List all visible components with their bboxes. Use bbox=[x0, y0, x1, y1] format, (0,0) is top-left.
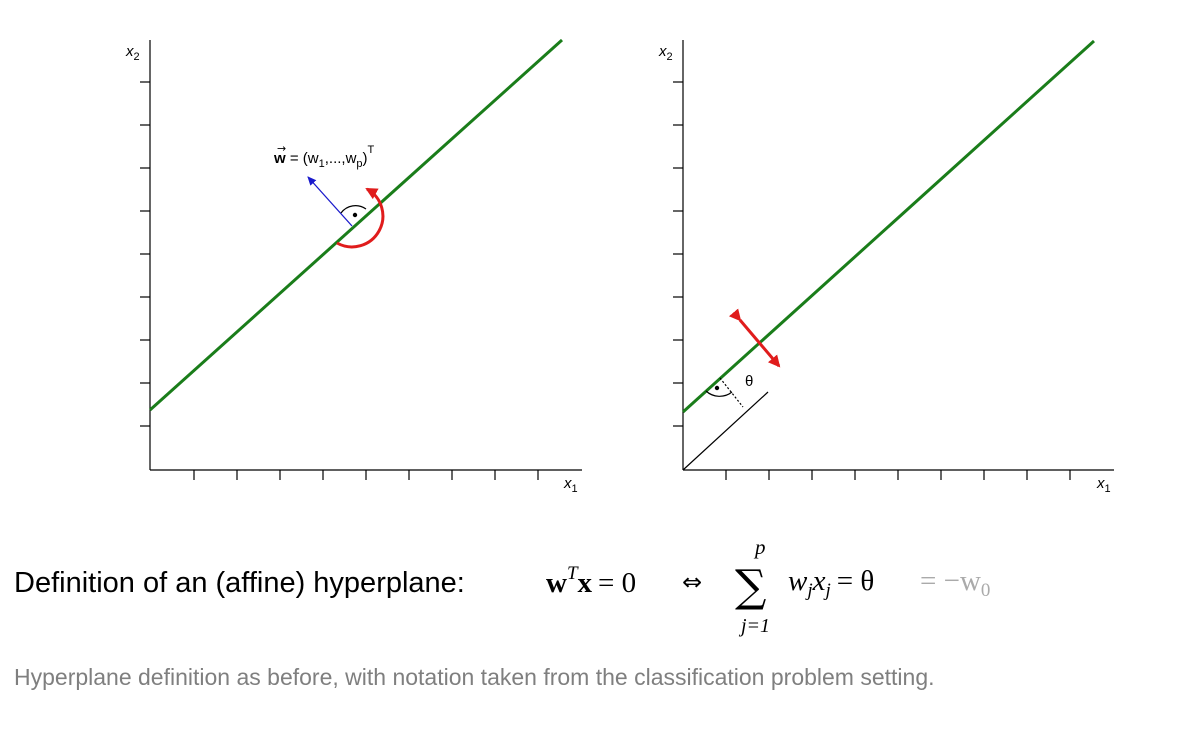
formula-wTx: wTx = 0 bbox=[546, 563, 636, 599]
left-y-ticks bbox=[140, 81, 150, 427]
vector-arrow-accent: → bbox=[277, 142, 286, 155]
sum-upper-limit: p bbox=[753, 535, 766, 559]
left-y-axis-label: x2 bbox=[125, 43, 140, 63]
left-x-ticks bbox=[193, 470, 539, 480]
formula-faded-w0: = −w0 bbox=[920, 565, 990, 601]
right-hyperplane-line bbox=[681, 39, 1096, 414]
left-panel: x2 x1 w = (w1,...,wp)T → bbox=[125, 38, 582, 495]
formula-wjxj: wjxj = θ bbox=[788, 565, 874, 601]
right-axes bbox=[682, 40, 1114, 471]
theta-label: θ bbox=[745, 373, 753, 390]
left-axes bbox=[149, 40, 582, 471]
left-x-axis-label: x1 bbox=[563, 475, 578, 495]
sum-lower-limit: j=1 bbox=[738, 615, 770, 637]
right-angle-dot bbox=[714, 385, 720, 391]
right-angle-arc bbox=[705, 390, 733, 397]
left-right-angle-arc bbox=[340, 205, 367, 214]
left-hyperplane-line bbox=[148, 38, 564, 412]
left-right-angle-dot bbox=[352, 212, 358, 218]
formula-iff: ⇔ bbox=[682, 568, 702, 596]
right-y-axis-label: x2 bbox=[658, 43, 673, 63]
origin-perpendicular-line bbox=[682, 391, 769, 471]
normal-vector-arrow bbox=[307, 176, 353, 227]
weight-vector-label: w = (w1,...,wp)T bbox=[273, 144, 375, 170]
slide-caption: Hyperplane definition as before, with no… bbox=[14, 664, 935, 690]
formula-lead-text: Definition of an (affine) hyperplane: bbox=[14, 567, 465, 599]
right-panel: x2 x1 θ bbox=[658, 39, 1114, 495]
right-x-axis-label: x1 bbox=[1096, 475, 1111, 495]
rotation-arrow bbox=[336, 187, 385, 249]
shift-double-arrow bbox=[728, 308, 781, 368]
right-y-ticks bbox=[673, 81, 683, 427]
hyperplane-formula: Definition of an (affine) hyperplane: wT… bbox=[14, 535, 990, 637]
right-x-ticks bbox=[725, 470, 1071, 480]
sum-symbol: ∑ bbox=[735, 561, 766, 612]
